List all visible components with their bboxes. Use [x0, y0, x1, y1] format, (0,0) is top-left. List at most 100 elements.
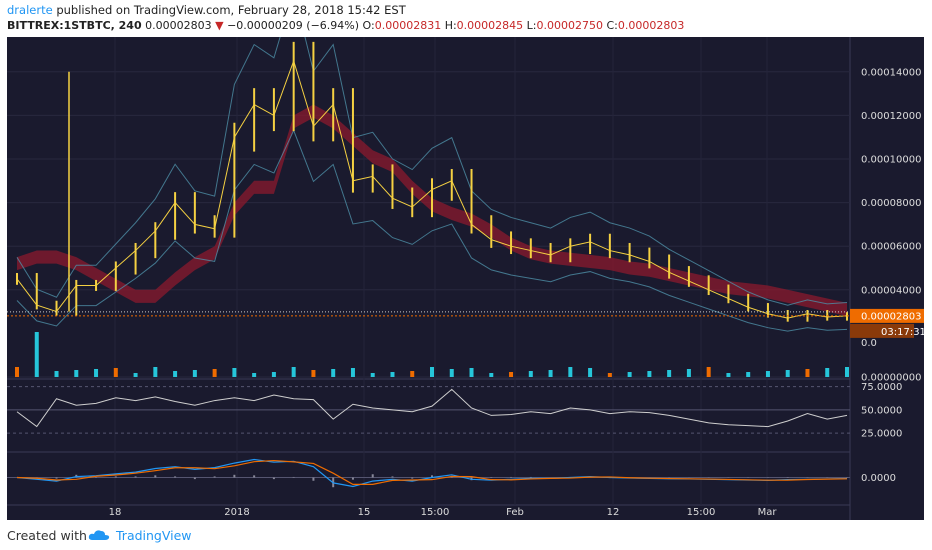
volume-bar — [449, 369, 454, 377]
high-label: H: — [444, 19, 457, 32]
rsi-axis-tick: 25.0000 — [861, 429, 902, 440]
volume-bar — [192, 370, 197, 377]
author-link[interactable]: dralerte — [7, 3, 53, 17]
volume-bar — [845, 367, 849, 377]
volume-bar — [74, 370, 79, 377]
price-axis-tick: 0.00008000 — [861, 198, 921, 209]
volume-bar — [528, 371, 533, 377]
volume-bar — [509, 372, 514, 377]
time-axis-tick: 15:00 — [687, 507, 716, 518]
macd-histogram-bar — [292, 476, 295, 478]
volume-bar — [113, 368, 118, 377]
volume-bar — [133, 373, 138, 377]
volume-bar — [173, 371, 178, 377]
partial-axis-label: 0.0 — [861, 338, 877, 349]
upper-band-line — [16, 0, 848, 306]
volume-bar — [153, 367, 158, 377]
volume-bar — [765, 371, 770, 377]
volume-bar — [746, 372, 751, 377]
time-axis-tick: 15 — [358, 507, 371, 518]
open-label: O: — [362, 19, 375, 32]
price-chart-svg[interactable]: 0.00014000 0.00012000 0.00010000 0.00008000… — [7, 0, 926, 520]
volume-bar — [686, 369, 691, 377]
volume-bar — [212, 369, 217, 377]
volume-bar — [94, 369, 99, 377]
created-with-label: Created with — [7, 528, 87, 543]
close-label: C: — [606, 19, 618, 32]
chart-area[interactable]: 0.00014000 0.00012000 0.00010000 0.00008000… — [7, 0, 926, 520]
volume-bar — [271, 372, 276, 377]
current-price-label: 0.00002803 — [861, 311, 921, 322]
macd-histogram-bar — [193, 477, 196, 480]
volume-bar — [805, 369, 810, 377]
price-change: −0.00000209 (−6.94%) — [227, 19, 360, 32]
countdown-label: 03:17:31 — [881, 327, 924, 338]
price-axis-tick: 0.00014000 — [861, 67, 921, 78]
macd-histogram-bar — [391, 476, 394, 478]
macd-histogram-bar — [233, 474, 236, 478]
time-axis-tick: 12 — [607, 507, 620, 518]
volume-bar — [252, 373, 257, 377]
time-axis-tick: Mar — [758, 507, 778, 518]
macd-histogram-bar — [154, 475, 157, 478]
macd-histogram-bar — [431, 475, 433, 478]
volume-bar — [331, 369, 336, 377]
publish-line: dralerte published on TradingView.com, F… — [7, 3, 406, 17]
low-label: L: — [526, 19, 537, 32]
time-axis-tick: Feb — [506, 507, 524, 518]
time-axis-tick: 15:00 — [421, 507, 450, 518]
macd-histogram-bar — [253, 475, 256, 478]
lower-band-line — [16, 129, 848, 332]
volume-bar — [726, 373, 731, 377]
close-value: 0.00002803 — [617, 19, 685, 32]
macd-histogram-bar — [351, 477, 354, 480]
volume-bar — [291, 367, 296, 377]
price-line — [16, 59, 848, 319]
macd-histogram-bar — [174, 476, 177, 478]
volume-bar — [785, 370, 790, 377]
volume-bar — [706, 367, 711, 377]
price-axis-tick: 0.00006000 — [861, 242, 921, 253]
volume-bar — [568, 367, 573, 377]
time-axis-tick: 18 — [109, 507, 122, 518]
volume-bar — [34, 332, 39, 377]
countdown-tag — [850, 323, 914, 338]
macd-histogram-bar — [55, 477, 58, 479]
brand-label: TradingView — [116, 528, 192, 543]
macd-histogram-bar — [529, 476, 532, 478]
volume-bar — [548, 370, 553, 377]
macd-histogram-bar — [371, 474, 374, 478]
macd-histogram-bar — [272, 477, 275, 480]
price-axis-tick: 0.00000000 — [861, 373, 921, 384]
last-price: 0.00002803 — [145, 19, 212, 32]
volume-bar — [15, 367, 19, 377]
macd-histogram-bar — [312, 477, 315, 481]
volume-bar — [588, 368, 593, 377]
macd-histogram-bar — [510, 476, 513, 478]
macd-histogram-bar — [95, 476, 98, 478]
symbol-line: BITTREX:1STBTC, 240 0.00002803 ▼ −0.0000… — [7, 19, 684, 32]
volume-bar — [489, 373, 494, 377]
volume-bar — [390, 372, 395, 377]
chart-header: dralerte published on TradingView.com, F… — [0, 0, 932, 36]
volume-bar — [430, 367, 434, 377]
rsi-line — [16, 388, 848, 428]
volume-bar — [647, 371, 652, 377]
volume-bar — [311, 370, 316, 377]
price-axis-tick: 0.00004000 — [861, 285, 921, 296]
time-axis-tick: 2018 — [224, 507, 249, 518]
macd-histogram-bar — [213, 476, 216, 478]
current-price-tag — [850, 308, 924, 323]
volume-bar — [54, 371, 59, 377]
macd-axis-tick: 0.0000 — [861, 473, 896, 484]
signal-line — [16, 459, 848, 485]
published-text: published on TradingView.com, February 2… — [56, 3, 406, 17]
volume-bar — [607, 373, 612, 377]
cloud-icon — [88, 530, 110, 540]
macd-histogram-bar — [134, 476, 137, 478]
rsi-axis-tick: 75.0000 — [861, 382, 902, 393]
tradingview-logo[interactable]: TradingView — [88, 528, 192, 543]
volume-bar — [825, 368, 830, 377]
down-arrow-icon: ▼ — [215, 19, 224, 32]
macd-histogram-bar — [411, 477, 414, 479]
